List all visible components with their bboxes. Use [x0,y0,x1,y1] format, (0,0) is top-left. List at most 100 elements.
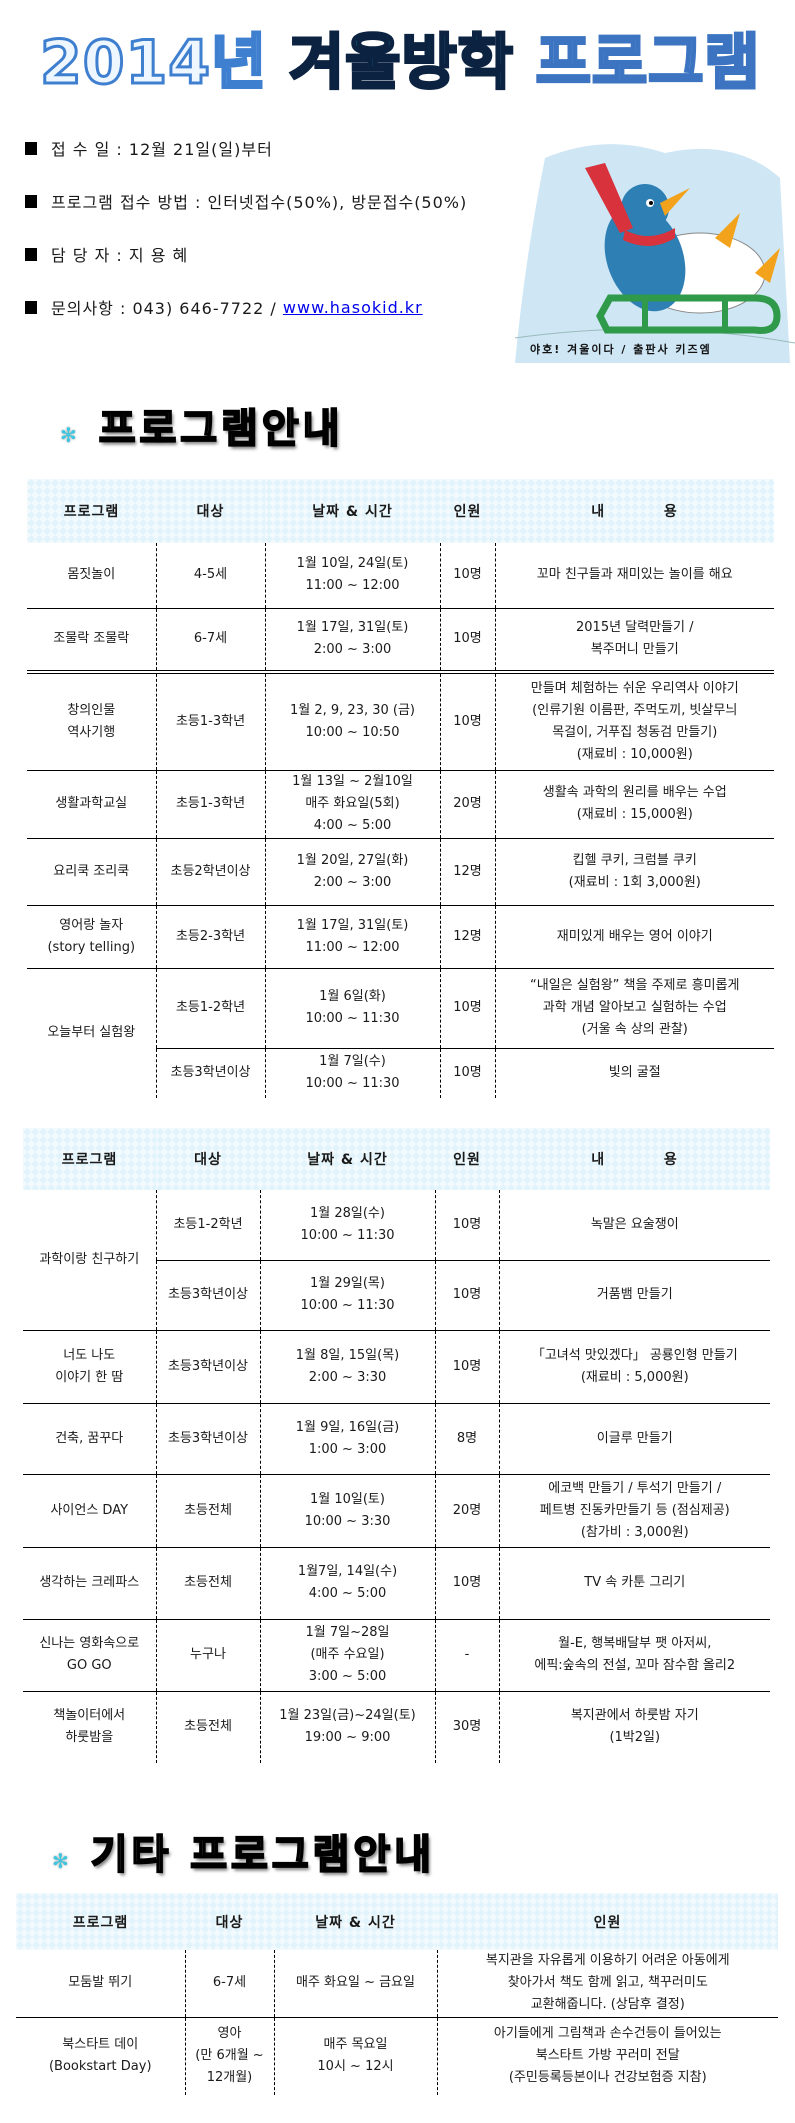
page-title: 2014년 겨울방학 프로그램 [38,14,761,101]
cell-program: 과학이랑 친구하기 [23,1190,157,1330]
table-row: 조물락 조물락 6-7세 1월 17일, 31일(토) 2:00 ~ 3:00 10명… [27,607,774,672]
table-row: 북스타트 데이 (Bookstart Day) 영아 (만 6개월 ~ 12개월)… [16,2016,778,2095]
table-row: 오늘부터 실험왕 초등1-2학년 1월 6일(화) 10:00 ~ 11:30 10명… [27,967,774,1098]
cell-datetime: 1월 10일(토) 10:00 ~ 3:30 [259,1473,436,1547]
cell-content: 에코백 만들기 / 투석기 만들기 / 페트병 진동카만들기 등 (점심제공) … [498,1473,770,1547]
cell-datetime: 1월 6일(화) 10:00 ~ 11:30 [264,967,441,1048]
bullet-square-icon [25,247,37,261]
cell-content: 재미있게 배우는 영어 이야기 [494,904,774,968]
table-row: 생각하는 크레파스 초등전체 1월7일, 14일(수) 4:00 ~ 5:00 10명… [23,1546,770,1619]
info-contact: 문의사항 : 043) 646-7722 / www.hasokid.kr [25,295,423,319]
table-row: 요리쿡 조리쿡 초등2학년이상 1월 20일, 27일(화) 2:00 ~ 3:00… [27,837,774,905]
cell-target: 초등전체 [155,1473,261,1547]
cell-target: 초등전체 [155,1690,261,1763]
table-row: 창의인물 역사기행 초등1-3학년 1월 2, 9, 23, 30 (금) 10:0… [27,670,774,770]
column-header-capacity: 인원 [440,479,495,543]
cell-target: 4-5세 [155,543,266,608]
cell-content: 복지관에서 하룻밤 자기 (1박2일) [498,1690,770,1763]
info-receipt-method: 프로그램 접수 방법 : 인터넷접수(50%), 방문접수(50%) [25,189,467,213]
title-program: 프로그램 [534,27,761,100]
cell-content: 이글루 만들기 [498,1402,770,1474]
cell-program: 요리쿡 조리쿡 [27,837,157,905]
cell-content: 2015년 달력만들기 / 복주머니 만들기 [494,607,774,672]
cell-content: 꼬마 친구들과 재미있는 놀이를 해요 [494,543,774,608]
cell-content: 거품뱀 만들기 [498,1259,770,1330]
table-row: 모둠발 뛰기 6-7세 매주 화요일 ~ 금요일 복지관을 자유롭게 이용하기 어려운… [16,1950,778,2017]
image-caption: 야호! 겨울이다 / 출판사 키즈엠 [530,343,712,356]
cell-datetime: 1월 29일(목) 10:00 ~ 11:30 [259,1259,436,1330]
table-row: 영어랑 놀자 (story telling) 초등2-3학년 1월 17일, 31일… [27,904,774,968]
other-program-table: 프로그램 대상 날짜 & 시간 인원 모둠발 뛰기 6-7세 매주 화요일 ~ 금요일 복지관… [16,1893,778,2095]
cell-capacity: 10명 [439,1047,496,1098]
bullet-square-icon [25,141,37,155]
cell-capacity: 10명 [439,543,496,608]
cell-program: 신나는 영화속으로 GO GO [23,1618,157,1691]
column-header-capacity: 인원 [435,1128,499,1190]
cell-target: 초등1-3학년 [155,670,266,770]
cell-target: 초등1-2학년 [155,967,266,1048]
column-header-datetime: 날짜 & 시간 [265,479,440,543]
column-header-content: 내 용 [495,479,774,543]
table-row: 몸짓놀이 4-5세 1월 10일, 24일(토) 11:00 ~ 12:00 10명 꼬… [27,543,774,608]
cell-target: 6-7세 [155,607,266,672]
table-row: 신나는 영화속으로 GO GO 누구나 1월 7일~28일 (매주 수요일) 3:0… [23,1618,770,1691]
cell-program: 책놀이터에서 하룻밤을 [23,1690,157,1763]
cell-target: 초등3학년이상 [155,1259,261,1330]
cell-target: 초등전체 [155,1546,261,1619]
cell-capacity: 10명 [439,670,496,770]
cell-capacity: 20명 [439,769,496,838]
snowflake-icon: ✻ [52,1849,73,1873]
cell-target: 누구나 [155,1618,261,1691]
cell-datetime: 1월7일, 14일(수) 4:00 ~ 5:00 [259,1546,436,1619]
cell-program: 건축, 꿈꾸다 [23,1402,157,1474]
table-row: 과학이랑 친구하기 초등1-2학년 1월 28일(수) 10:00 ~ 11:30 1… [23,1190,770,1330]
title-year: 2014년 [38,27,268,100]
cell-target: 초등1-3학년 [155,769,266,838]
column-header-datetime: 날짜 & 시간 [274,1893,437,1950]
cell-content: “내일은 실험왕” 책을 주제로 흥미롭게 과학 개념 알아보고 실험하는 수업… [494,967,774,1048]
cell-capacity: 20명 [434,1473,500,1547]
cell-datetime: 1월 10일, 24일(토) 11:00 ~ 12:00 [264,543,441,608]
snowflake-icon: ✻ [60,423,81,447]
cell-target: 초등3학년이상 [155,1402,261,1474]
column-header-capacity: 인원 [437,1893,778,1950]
table-row: 사이언스 DAY 초등전체 1월 10일(토) 10:00 ~ 3:30 20명 에코백… [23,1473,770,1547]
bullet-square-icon [25,194,37,208]
info-text: 문의사항 : 043) 646-7722 / [51,299,283,318]
column-header-content: 내 용 [499,1128,770,1190]
cell-capacity: 10명 [439,967,496,1048]
cell-program: 너도 나도 이야기 한 땀 [23,1329,157,1403]
cell-datetime: 1월 9일, 16일(금) 1:00 ~ 3:00 [259,1402,436,1474]
table-row: 건축, 꿈꾸다 초등3학년이상 1월 9일, 16일(금) 1:00 ~ 3:00 8… [23,1402,770,1474]
section-heading-other-programs: ✻ 기타 프로그램안내 [52,1822,435,1880]
cell-content: 「고녀석 맛있겠다」 공룡인형 만들기 (재료비 : 5,000원) [498,1329,770,1403]
info-text: 접 수 일 : 12월 21일(일)부터 [51,140,273,159]
cell-content: 킵헬 쿠키, 크럼블 쿠키 (재료비 : 1회 3,000원) [494,837,774,905]
column-header-program: 프로그램 [16,1893,185,1950]
cell-capacity: 아기들에게 그림책과 손수건등이 들어있는 북스타트 가방 꾸러미 전달 (주민… [436,2016,778,2095]
column-header-target: 대상 [156,1128,260,1190]
table-row: 초등3학년이상 1월 29일(목) 10:00 ~ 11:30 10명 거품뱀 만들기 [23,1259,770,1330]
table-header-row: 프로그램 대상 날짜 & 시간 인원 [16,1893,778,1950]
table-header-row: 프로그램 대상 날짜 & 시간 인원 내 용 [23,1128,770,1190]
program-table-2: 프로그램 대상 날짜 & 시간 인원 내 용 과학이랑 친구하기 초등1-2학년 1월 28일… [23,1128,770,1763]
cell-content: TV 속 카툰 그리기 [498,1546,770,1619]
cell-program: 생각하는 크레파스 [23,1546,157,1619]
cell-capacity: 10명 [434,1190,500,1260]
cell-datetime: 1월 17일, 31일(토) 11:00 ~ 12:00 [264,904,441,968]
cell-datetime: 1월 2, 9, 23, 30 (금) 10:00 ~ 10:50 [264,670,441,770]
cell-program: 모둠발 뛰기 [16,1950,186,2017]
info-receipt-date: 접 수 일 : 12월 21일(일)부터 [25,136,273,160]
cell-datetime: 매주 목요일 10시 ~ 12시 [273,2016,438,2095]
info-text: 담 당 자 : 지 용 혜 [51,246,189,265]
cell-capacity: 10명 [434,1329,500,1403]
cell-program: 조물락 조물락 [27,607,157,672]
cell-datetime: 1월 28일(수) 10:00 ~ 11:30 [259,1190,436,1260]
cell-capacity: 12명 [439,904,496,968]
cell-target: 6-7세 [184,1950,275,2017]
cell-content: 만들며 체험하는 쉬운 우리역사 이야기 (인류기원 이름판, 주먹도끼, 빗살… [494,670,774,770]
website-link[interactable]: www.hasokid.kr [282,297,423,317]
cell-capacity: - [434,1618,500,1691]
cell-target: 초등2-3학년 [155,904,266,968]
cell-content: 빛의 굴절 [494,1047,774,1098]
